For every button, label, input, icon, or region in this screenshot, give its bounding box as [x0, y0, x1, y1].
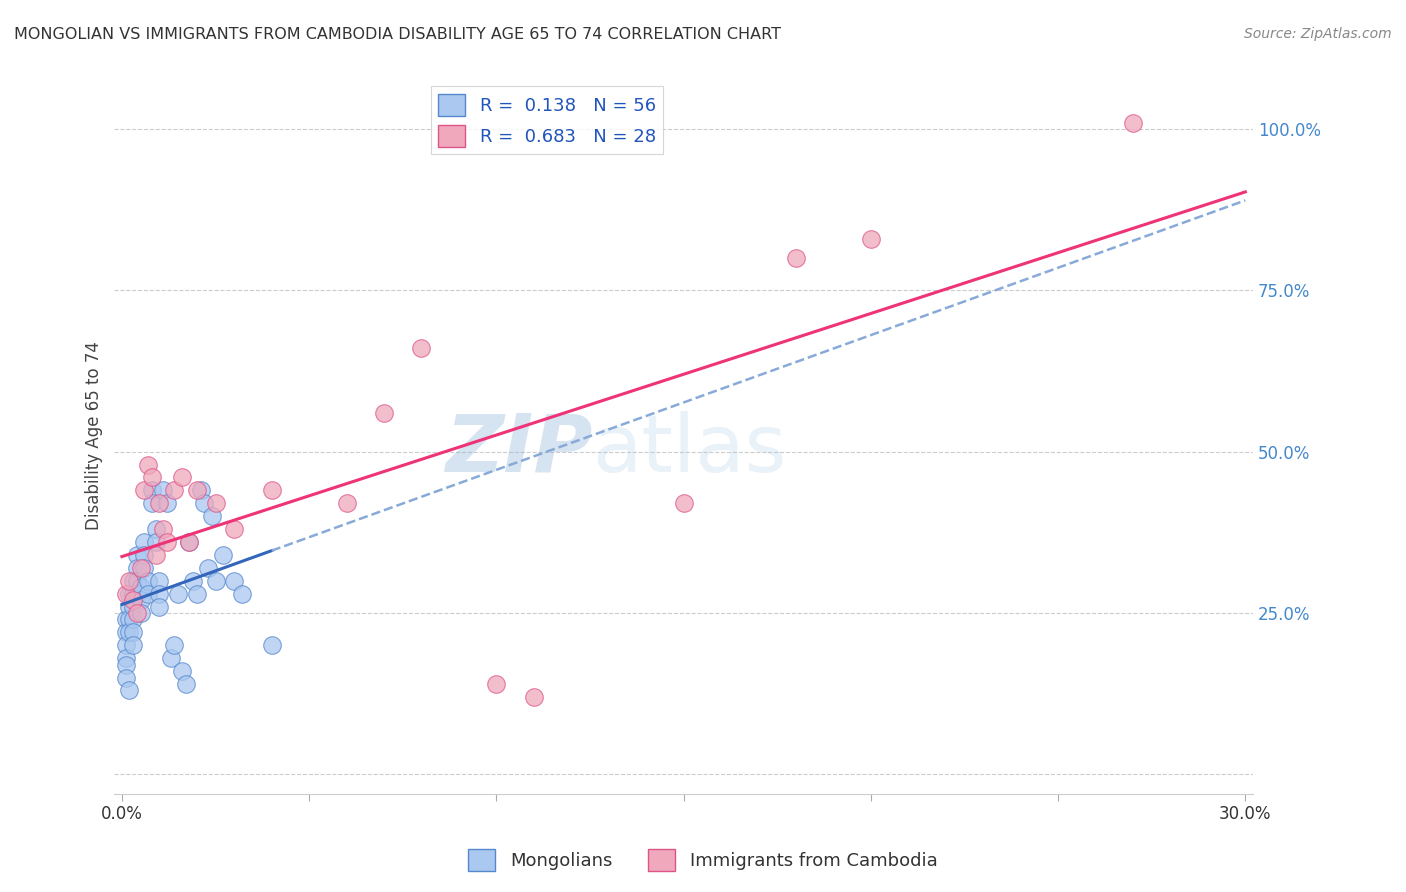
Point: [141, 483, 163, 498]
Point: [174, 677, 197, 691]
Point: [186, 587, 208, 601]
Point: [145, 535, 167, 549]
Point: [785, 251, 807, 265]
Point: [260, 638, 283, 652]
Point: [231, 587, 253, 601]
Point: [152, 522, 174, 536]
Point: [118, 625, 141, 640]
Point: [167, 587, 190, 601]
Point: [163, 483, 186, 498]
Point: [114, 638, 136, 652]
Point: [148, 587, 170, 601]
Point: [125, 606, 148, 620]
Point: [190, 483, 212, 498]
Point: [141, 470, 163, 484]
Point: [224, 522, 246, 536]
Point: [122, 574, 145, 588]
Point: [170, 664, 193, 678]
Point: [141, 496, 163, 510]
Point: [125, 561, 148, 575]
Point: [336, 496, 359, 510]
Point: [148, 496, 170, 510]
Point: [204, 496, 226, 510]
Point: [118, 587, 141, 601]
Point: [114, 651, 136, 665]
Point: [122, 625, 145, 640]
Point: [156, 535, 179, 549]
Point: [134, 535, 156, 549]
Point: [114, 587, 136, 601]
Point: [145, 548, 167, 562]
Point: [134, 483, 156, 498]
Point: [1122, 115, 1144, 129]
Point: [129, 561, 152, 575]
Point: [260, 483, 283, 498]
Point: [163, 638, 186, 652]
Legend: Mongolians, Immigrants from Cambodia: Mongolians, Immigrants from Cambodia: [461, 842, 945, 879]
Text: MONGOLIAN VS IMMIGRANTS FROM CAMBODIA DISABILITY AGE 65 TO 74 CORRELATION CHART: MONGOLIAN VS IMMIGRANTS FROM CAMBODIA DI…: [14, 27, 782, 42]
Point: [122, 638, 145, 652]
Point: [148, 599, 170, 614]
Point: [179, 535, 201, 549]
Y-axis label: Disability Age 65 to 74: Disability Age 65 to 74: [86, 341, 103, 530]
Point: [201, 509, 224, 524]
Point: [411, 342, 433, 356]
Text: ZIP: ZIP: [446, 411, 592, 489]
Point: [118, 683, 141, 698]
Text: Source: ZipAtlas.com: Source: ZipAtlas.com: [1244, 27, 1392, 41]
Point: [122, 612, 145, 626]
Point: [114, 657, 136, 672]
Point: [212, 548, 235, 562]
Point: [114, 612, 136, 626]
Point: [152, 483, 174, 498]
Point: [186, 483, 208, 498]
Point: [170, 470, 193, 484]
Point: [114, 625, 136, 640]
Point: [373, 406, 395, 420]
Text: atlas: atlas: [592, 411, 787, 489]
Point: [125, 587, 148, 601]
Point: [181, 574, 204, 588]
Point: [156, 496, 179, 510]
Point: [134, 548, 156, 562]
Point: [136, 587, 159, 601]
Point: [859, 232, 882, 246]
Point: [129, 606, 152, 620]
Point: [197, 561, 219, 575]
Point: [118, 574, 141, 588]
Point: [145, 522, 167, 536]
Point: [136, 574, 159, 588]
Point: [118, 612, 141, 626]
Point: [122, 599, 145, 614]
Point: [485, 677, 508, 691]
Point: [179, 535, 201, 549]
Point: [122, 587, 145, 601]
Point: [159, 651, 181, 665]
Legend: R =  0.138   N = 56, R =  0.683   N = 28: R = 0.138 N = 56, R = 0.683 N = 28: [432, 87, 664, 154]
Point: [129, 593, 152, 607]
Point: [114, 671, 136, 685]
Point: [122, 593, 145, 607]
Point: [136, 458, 159, 472]
Point: [204, 574, 226, 588]
Point: [125, 548, 148, 562]
Point: [134, 561, 156, 575]
Point: [672, 496, 695, 510]
Point: [125, 574, 148, 588]
Point: [193, 496, 215, 510]
Point: [129, 580, 152, 594]
Point: [118, 599, 141, 614]
Point: [148, 574, 170, 588]
Point: [523, 690, 546, 704]
Point: [224, 574, 246, 588]
